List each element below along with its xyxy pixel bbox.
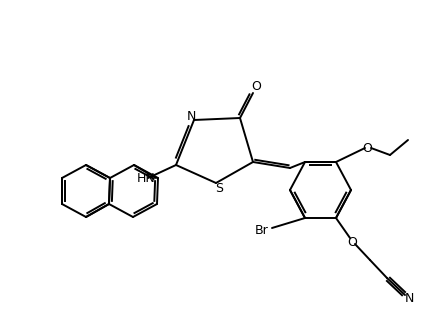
Text: O: O bbox=[362, 142, 372, 155]
Text: O: O bbox=[347, 235, 357, 248]
Text: S: S bbox=[215, 183, 223, 196]
Text: N: N bbox=[186, 110, 196, 123]
Text: Br: Br bbox=[255, 223, 269, 236]
Text: O: O bbox=[251, 81, 261, 94]
Text: HN: HN bbox=[137, 172, 155, 185]
Text: N: N bbox=[404, 293, 414, 306]
